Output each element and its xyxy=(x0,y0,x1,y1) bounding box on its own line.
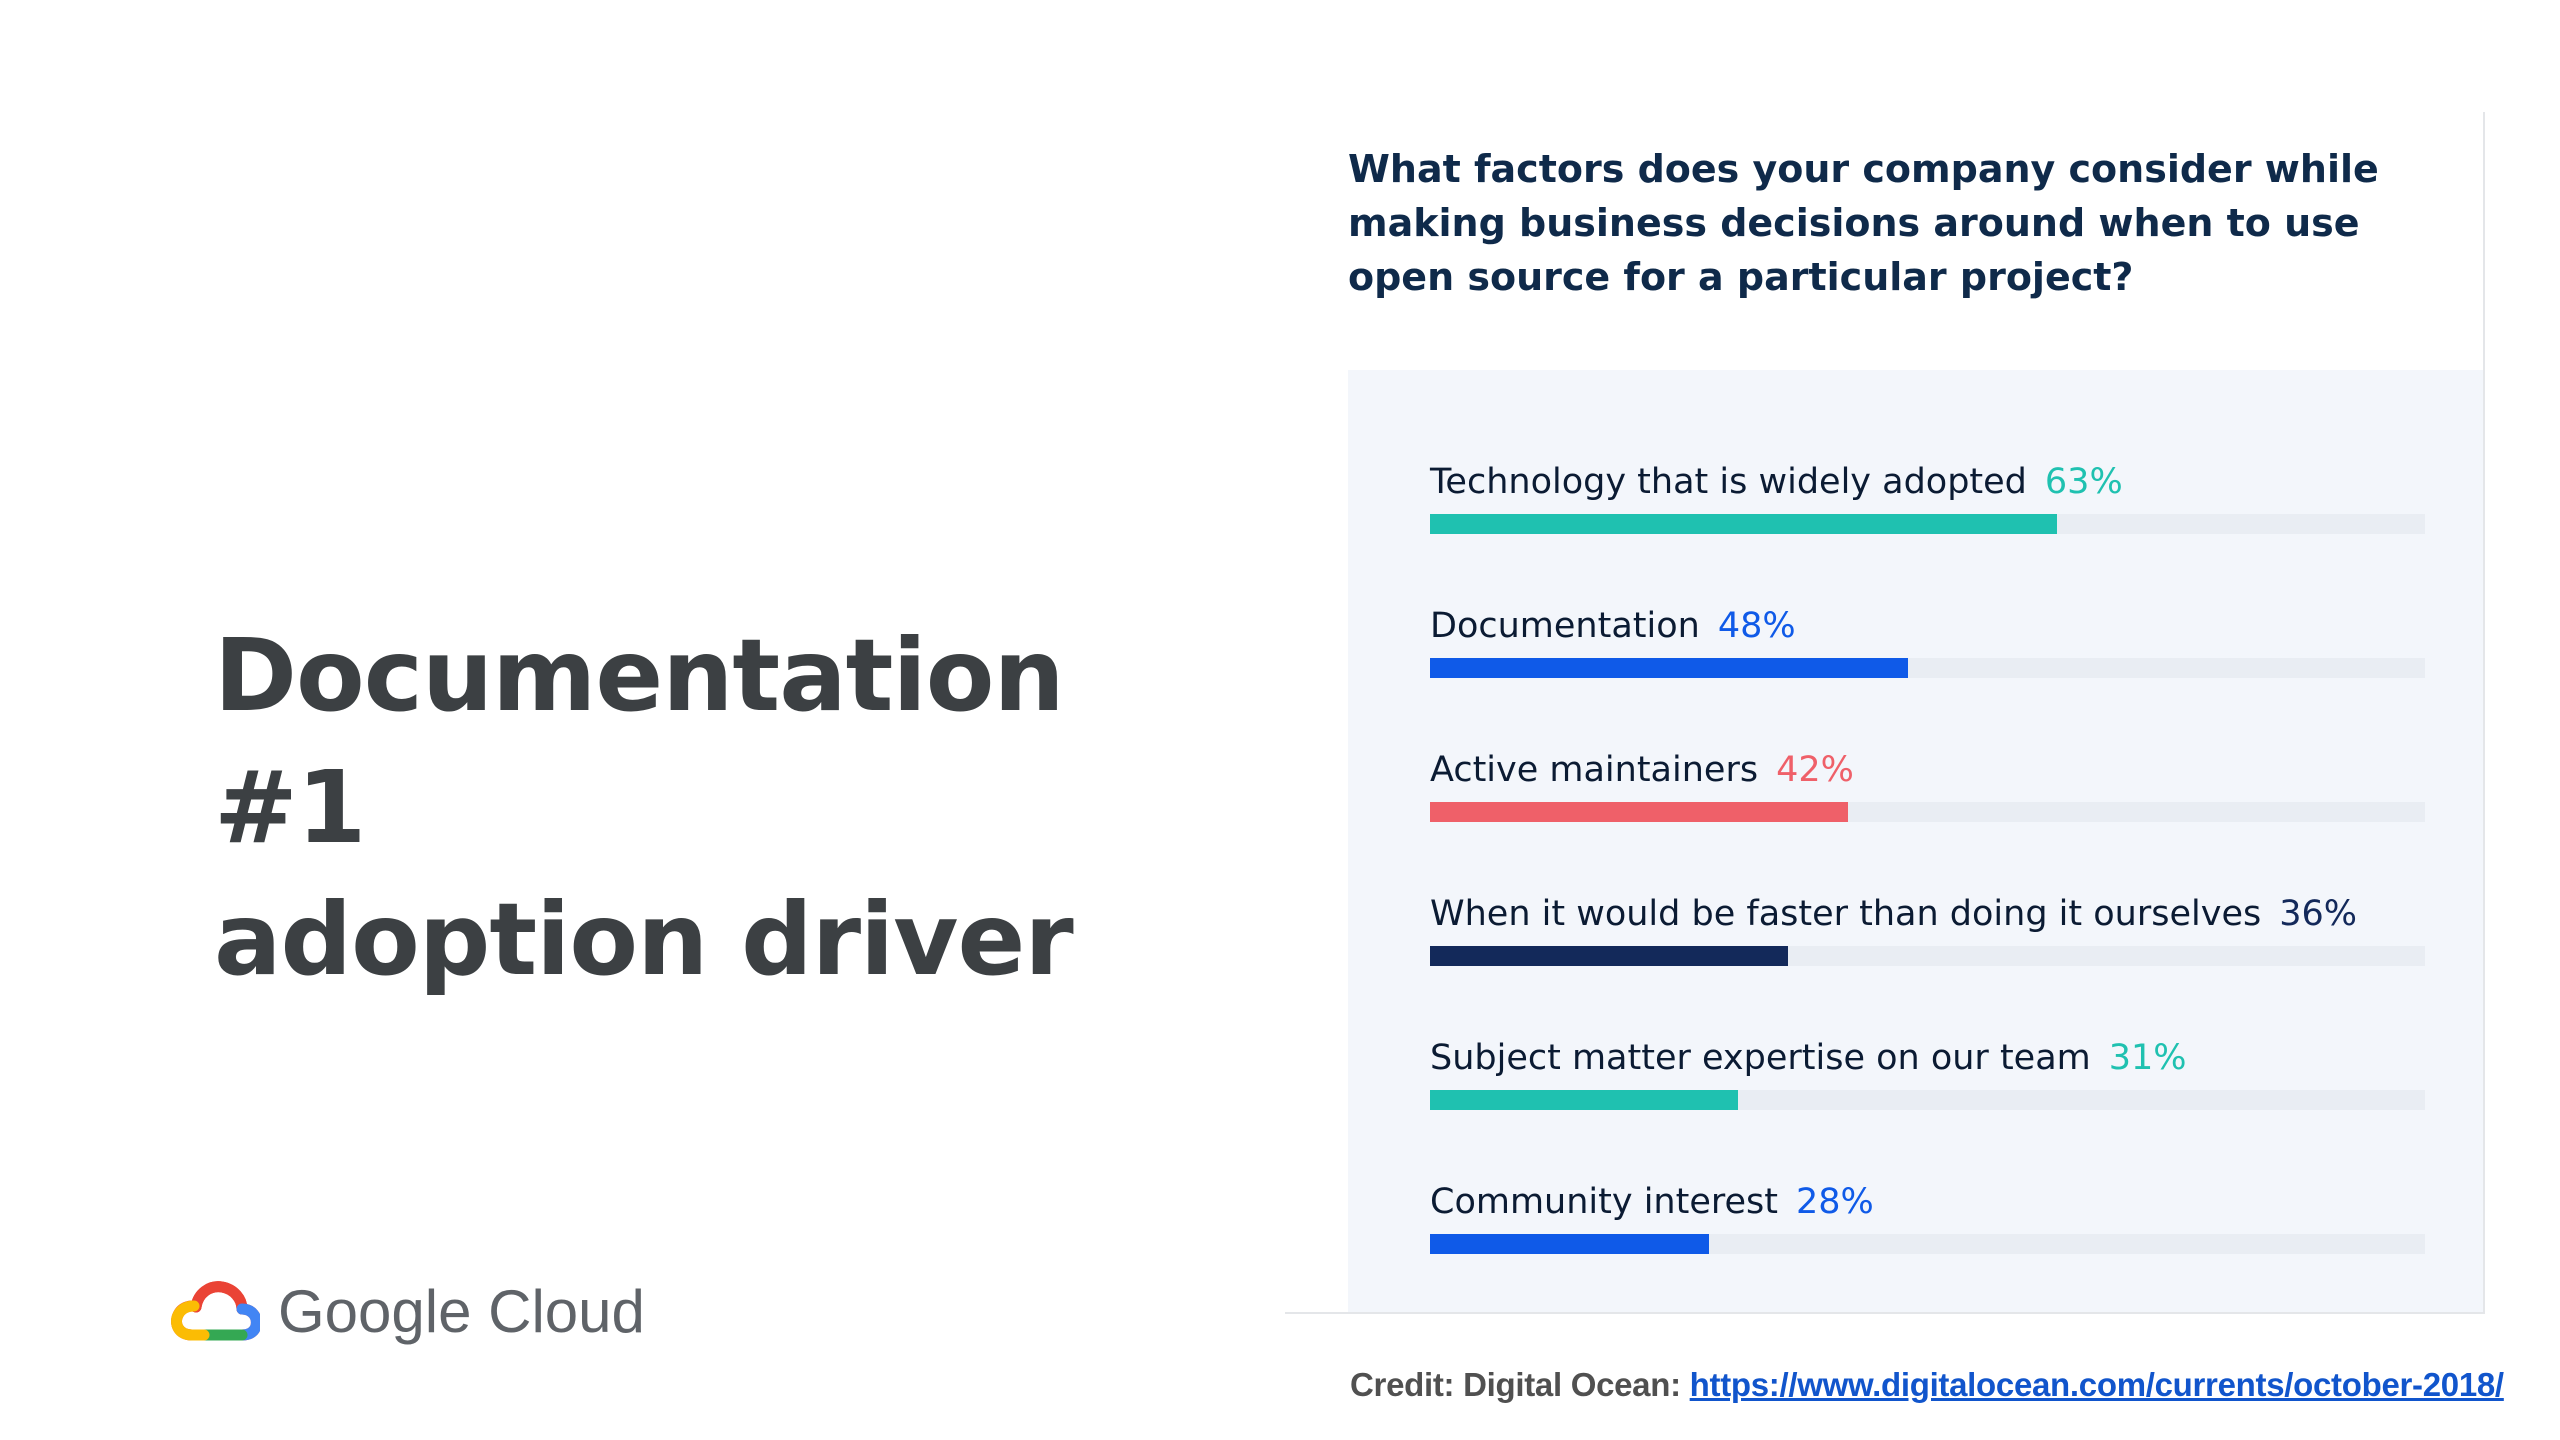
slide-title: Documentation #1 adoption driver xyxy=(214,610,1214,1006)
slide-title-line-1: Documentation #1 xyxy=(214,617,1065,866)
bar-label: Technology that is widely adopted 63% xyxy=(1430,460,2123,504)
bar xyxy=(1430,1090,1739,1110)
chart-panel: Technology that is widely adopted 63% Docu… xyxy=(1348,370,2483,1312)
value-label: 28% xyxy=(1795,1182,1874,1222)
bar-track xyxy=(1430,1234,2425,1254)
bar xyxy=(1430,1234,1709,1254)
bar-label: Community interest 28% xyxy=(1430,1180,1874,1224)
category-label: When it would be faster than doing it ou… xyxy=(1430,894,2262,934)
category-label: Active maintainers xyxy=(1430,750,1759,790)
bar-label: Documentation 48% xyxy=(1430,604,1796,648)
bar-label: Active maintainers 42% xyxy=(1430,748,1854,792)
credit-prefix: Credit: Digital Ocean: xyxy=(1350,1366,1681,1403)
category-label: Technology that is widely adopted xyxy=(1430,462,2027,502)
bar-track xyxy=(1430,658,2425,678)
logo-text: Google Cloud xyxy=(278,1277,645,1345)
google-cloud-logo: Google Cloud xyxy=(170,1275,645,1347)
category-label: Subject matter expertise on our team xyxy=(1430,1038,2091,1078)
bar xyxy=(1430,946,1789,966)
value-label: 42% xyxy=(1776,750,1854,790)
bar-track xyxy=(1430,514,2425,534)
category-label: Documentation xyxy=(1430,606,1700,646)
survey-figure: What factors does your company consider … xyxy=(1285,112,2485,1314)
bar-label: When it would be faster than doing it ou… xyxy=(1430,892,2357,936)
bar xyxy=(1430,514,2057,534)
value-label: 63% xyxy=(2044,462,2123,502)
slide-title-line-2: adoption driver xyxy=(214,881,1074,998)
credit-note: Credit: Digital Ocean: https://www.digit… xyxy=(1350,1363,2510,1406)
bar-label: Subject matter expertise on our team 31% xyxy=(1430,1036,2187,1080)
bar xyxy=(1430,658,1908,678)
value-label: 36% xyxy=(2279,894,2358,934)
category-label: Community interest xyxy=(1430,1182,1778,1222)
bar-track xyxy=(1430,946,2425,966)
value-label: 48% xyxy=(1717,606,1796,646)
value-label: 31% xyxy=(2108,1038,2187,1078)
bar-track xyxy=(1430,1090,2425,1110)
bar xyxy=(1430,802,1848,822)
bar-track xyxy=(1430,802,2425,822)
credit-link[interactable]: https://www.digitalocean.com/currents/oc… xyxy=(1689,1366,2504,1403)
google-cloud-icon xyxy=(171,1281,260,1341)
chart-title: What factors does your company consider … xyxy=(1348,147,2379,299)
